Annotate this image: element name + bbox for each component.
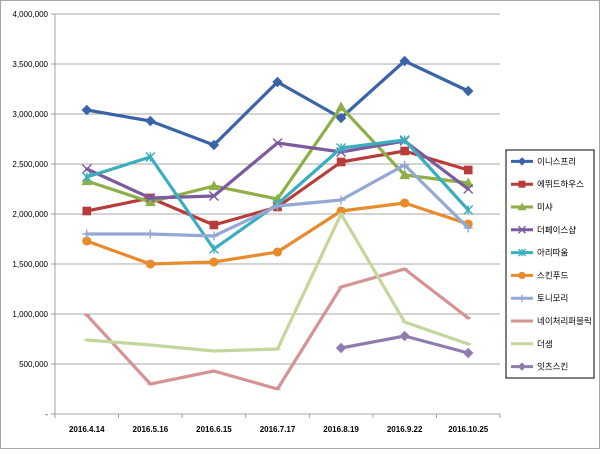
legend-label: 에뛰드하우스 <box>537 179 584 189</box>
y-tick-label: 3,500,000 <box>12 60 48 69</box>
data-point-marker <box>463 205 474 215</box>
data-point-marker <box>463 184 474 194</box>
data-point-marker <box>145 115 156 127</box>
x-tick-label: 2016.7.17 <box>260 425 296 434</box>
data-point-marker <box>82 206 92 216</box>
data-point-marker <box>81 172 92 182</box>
data-point-marker <box>336 157 346 167</box>
legend-box <box>505 149 595 379</box>
legend-label: 아리따움 <box>537 248 568 258</box>
data-point-marker <box>517 202 527 211</box>
data-point-marker <box>335 112 347 124</box>
x-tick-label: 2016.10.25 <box>448 425 489 434</box>
data-point-marker <box>81 164 92 174</box>
data-point-marker <box>518 271 526 280</box>
data-point-marker <box>272 76 283 88</box>
legend-item: 스킨푸드 <box>511 270 568 280</box>
legend-item: 미샤 <box>511 202 553 212</box>
data-point-marker <box>517 157 527 166</box>
y-tick-label: 1,500,000 <box>12 260 48 269</box>
data-point-marker <box>518 294 526 302</box>
y-tick-label: 1,000,000 <box>12 310 48 319</box>
series-1 <box>81 55 474 151</box>
data-point-marker <box>518 248 526 257</box>
legend-label: 더페이스샵 <box>537 225 576 235</box>
x-tick-label: 2016.5.16 <box>133 425 169 434</box>
y-tick-label: 4,000,000 <box>12 10 48 19</box>
legend-label: 네이처리퍼블릭 <box>537 316 592 326</box>
x-tick-label: 2016.4.14 <box>69 425 105 434</box>
data-point-marker <box>463 85 474 97</box>
legend-label: 더샘 <box>537 339 553 349</box>
data-point-marker <box>517 362 527 371</box>
data-point-marker <box>208 191 219 201</box>
data-point-marker <box>145 193 156 203</box>
series-3 <box>81 101 474 207</box>
series-7 <box>82 160 473 241</box>
y-tick-label: - <box>45 410 48 419</box>
data-point-marker <box>81 104 92 116</box>
data-point-marker <box>145 152 156 162</box>
data-point-marker <box>463 223 473 233</box>
legend-label: 스킨푸드 <box>537 270 568 280</box>
axes: - 500,000 1,000,000 1,500,000 2,000,000 2,500… <box>12 10 501 434</box>
legend-label: 미샤 <box>537 202 553 212</box>
data-point-marker <box>209 220 219 230</box>
data-point-marker <box>82 229 92 239</box>
data-point-marker <box>145 259 155 269</box>
data-point-marker <box>273 201 282 211</box>
data-point-marker <box>272 138 283 148</box>
data-point-marker <box>209 231 219 241</box>
legend-label: 잇츠스킨 <box>537 362 568 372</box>
data-point-marker <box>400 146 409 156</box>
data-point-marker <box>208 139 220 151</box>
series-9 <box>83 212 472 353</box>
x-tick-label: 2016.6.15 <box>196 425 232 434</box>
data-point-marker <box>272 247 283 257</box>
y-tick-label: 2,000,000 <box>12 210 48 219</box>
data-point-marker <box>400 198 410 208</box>
series-10 <box>335 330 474 359</box>
series-8 <box>83 267 472 391</box>
legend-item: 잇츠스킨 <box>511 362 568 372</box>
data-point-marker <box>145 196 156 207</box>
data-point-marker <box>335 342 347 354</box>
data-point-marker <box>335 101 347 112</box>
legend-item: 이니스프리 <box>511 156 576 166</box>
data-point-marker <box>400 160 410 170</box>
legend-item: 더샘 <box>511 339 553 349</box>
legend-item: 에뛰드하우스 <box>511 179 584 189</box>
y-tick-label: 2,500,000 <box>12 160 48 169</box>
x-tick-label: 2016.8.19 <box>323 425 359 434</box>
data-point-marker <box>399 330 410 342</box>
data-point-marker <box>209 257 219 267</box>
data-point-marker <box>463 165 473 175</box>
y-tick-label: 500,000 <box>19 360 48 369</box>
legend: 이니스프리에뛰드하우스미샤더페이스샵아리따움스킨푸드토니모리네이처리퍼블릭더샘잇… <box>505 149 595 379</box>
data-point-marker <box>336 195 346 205</box>
data-point-marker <box>336 143 347 153</box>
legend-item: 네이처리퍼블릭 <box>511 316 592 326</box>
data-point-marker <box>518 225 526 234</box>
data-point-marker <box>463 347 474 359</box>
series-lines <box>81 55 474 391</box>
data-point-marker <box>145 229 155 239</box>
data-point-marker <box>208 244 219 254</box>
legend-item: 더페이스샵 <box>511 225 576 235</box>
data-point-marker <box>518 180 526 188</box>
y-tick-label: 3,000,000 <box>12 110 48 119</box>
x-tick-label: 2016.9.22 <box>387 425 423 434</box>
data-point-marker <box>399 169 410 180</box>
legend-item: 아리따움 <box>511 248 568 258</box>
data-point-marker <box>462 177 474 188</box>
data-point-marker <box>399 135 410 145</box>
legend-item: 토니모리 <box>511 293 568 303</box>
legend-label: 이니스프리 <box>537 156 576 166</box>
legend-label: 토니모리 <box>537 293 568 303</box>
data-point-marker <box>399 55 410 67</box>
data-point-marker <box>208 180 220 191</box>
